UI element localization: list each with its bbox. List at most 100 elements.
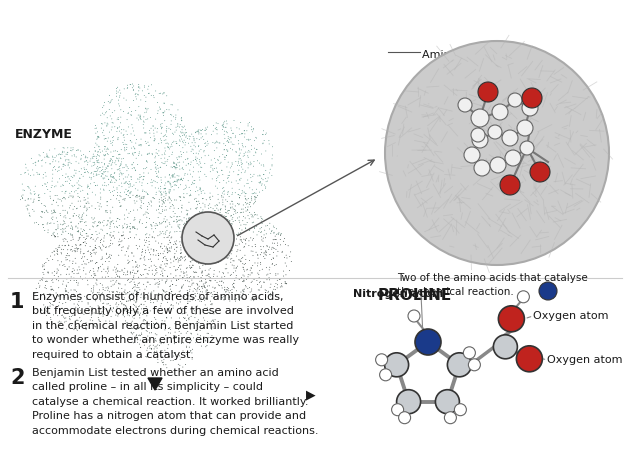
Point xyxy=(104,253,114,260)
Point xyxy=(159,230,169,237)
Point xyxy=(122,131,132,138)
Point xyxy=(76,318,86,325)
Point xyxy=(47,182,57,189)
Point xyxy=(24,210,34,217)
Point xyxy=(190,269,200,276)
Point xyxy=(115,236,125,243)
Point xyxy=(130,193,140,200)
Point xyxy=(202,272,212,279)
Point xyxy=(178,275,188,282)
Point xyxy=(183,298,193,305)
Point xyxy=(120,281,130,289)
Point xyxy=(243,135,253,143)
Point xyxy=(138,193,148,201)
Point xyxy=(118,164,128,171)
Point xyxy=(144,329,154,337)
Point xyxy=(60,195,71,202)
Point xyxy=(195,168,205,175)
Point xyxy=(69,172,79,179)
Point xyxy=(132,226,142,233)
Point xyxy=(142,312,152,319)
Point xyxy=(30,183,40,190)
Point xyxy=(212,249,222,256)
Point xyxy=(192,225,202,232)
Point xyxy=(227,127,237,134)
Point xyxy=(100,143,110,150)
Point xyxy=(175,272,185,280)
Point xyxy=(154,280,164,288)
Point xyxy=(80,260,90,267)
Point xyxy=(91,272,101,279)
Point xyxy=(62,209,72,217)
Point xyxy=(99,111,109,118)
Point xyxy=(108,134,118,141)
Point xyxy=(119,269,129,276)
Point xyxy=(117,246,127,254)
Point xyxy=(129,284,139,291)
Point xyxy=(33,280,43,287)
Point xyxy=(127,269,137,276)
Point xyxy=(141,223,151,231)
Point xyxy=(43,219,53,226)
Point xyxy=(255,267,265,274)
Point xyxy=(156,139,166,146)
Point xyxy=(82,230,92,237)
Point xyxy=(232,263,243,270)
Point xyxy=(61,150,71,158)
Point xyxy=(149,94,159,101)
Point xyxy=(217,167,227,174)
Point xyxy=(154,290,164,297)
Point xyxy=(169,241,179,248)
Point xyxy=(132,261,142,269)
Point xyxy=(171,256,181,263)
Point xyxy=(62,266,72,273)
Point xyxy=(77,187,88,194)
Point xyxy=(132,192,142,199)
Point xyxy=(234,297,244,304)
Point xyxy=(112,125,122,132)
Point xyxy=(162,364,172,371)
Point xyxy=(150,321,160,328)
Point xyxy=(88,150,98,158)
Point xyxy=(250,259,260,266)
Point xyxy=(149,137,159,145)
Point xyxy=(122,304,132,311)
Point xyxy=(155,164,165,171)
Point xyxy=(98,127,108,134)
Point xyxy=(63,156,73,164)
Point xyxy=(183,140,193,147)
Point xyxy=(125,312,135,319)
Point xyxy=(151,316,161,323)
Point xyxy=(117,155,127,163)
Point xyxy=(255,172,265,179)
Point xyxy=(60,242,71,249)
Point xyxy=(137,173,147,180)
Point xyxy=(261,147,271,154)
Point xyxy=(86,272,96,280)
Point xyxy=(37,275,47,283)
Point xyxy=(234,152,244,159)
Point xyxy=(34,151,44,159)
Point xyxy=(66,297,76,304)
Point xyxy=(135,113,145,120)
Point xyxy=(198,284,208,292)
Point xyxy=(195,298,205,305)
Point xyxy=(42,255,52,262)
Point xyxy=(49,197,59,204)
Point xyxy=(52,265,62,273)
Point xyxy=(48,170,58,178)
Point xyxy=(200,280,210,287)
Point xyxy=(146,262,156,270)
Point xyxy=(212,202,222,209)
Point xyxy=(188,150,198,157)
Point xyxy=(273,231,284,238)
Point xyxy=(117,244,127,251)
Point xyxy=(66,231,76,239)
Point xyxy=(48,256,58,263)
Point xyxy=(79,164,89,172)
Point xyxy=(163,249,173,256)
Point xyxy=(218,121,228,129)
Point xyxy=(29,171,39,178)
Point xyxy=(185,326,195,333)
Point xyxy=(181,217,192,225)
